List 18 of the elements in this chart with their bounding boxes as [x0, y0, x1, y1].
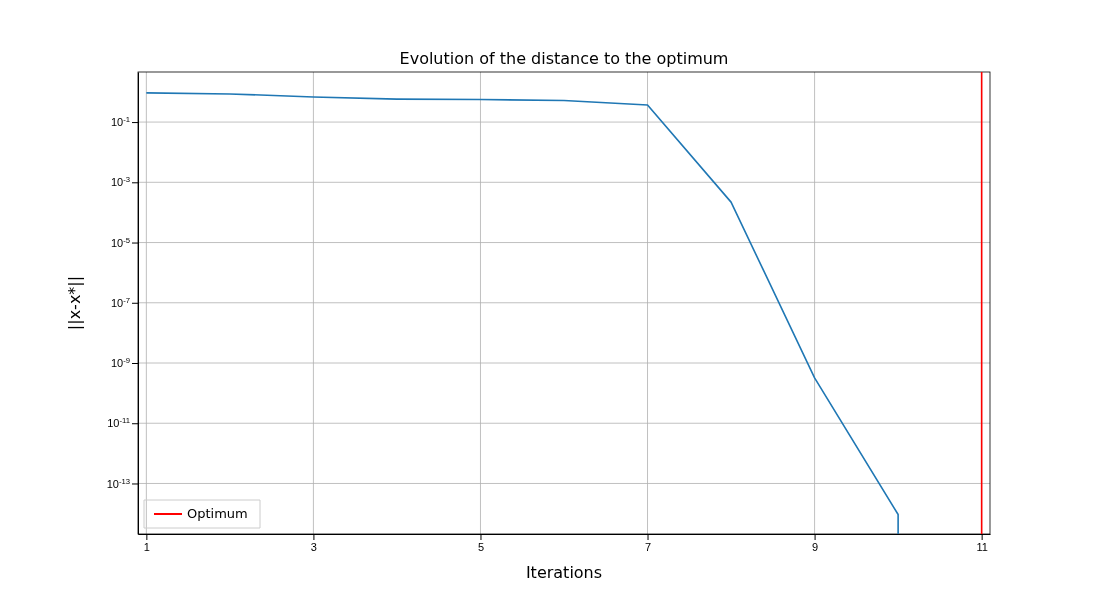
y-tick-label: 10$^{-1}$	[110, 114, 130, 129]
x-tick-label: 1	[143, 540, 150, 553]
legend-label: Optimum	[187, 506, 248, 521]
x-tick-label: 5	[477, 540, 485, 553]
x-axis-title: Iterations	[525, 563, 603, 582]
x-tick-label: 7	[644, 540, 652, 553]
y-tick-label: 10$^{-13}$	[106, 475, 130, 490]
x-tick-label: 11	[976, 540, 988, 553]
y-tick-label: 10$^{-3}$	[110, 174, 130, 189]
x-tick-label: 9	[812, 540, 819, 553]
chart-title: Evolution of the distance to the optimum	[399, 49, 729, 68]
y-axis-title: ||x-x*||	[65, 275, 84, 331]
line-series	[145, 92, 899, 534]
y-tick-label: 10$^{-9}$	[110, 355, 130, 370]
y-tick-label: 10$^{-5}$	[110, 235, 130, 249]
y-tick-label: 10$^{-11}$	[107, 415, 130, 430]
x-tick-label: 3	[310, 540, 317, 553]
y-tick-label: 10$^{-7}$	[110, 295, 130, 309]
